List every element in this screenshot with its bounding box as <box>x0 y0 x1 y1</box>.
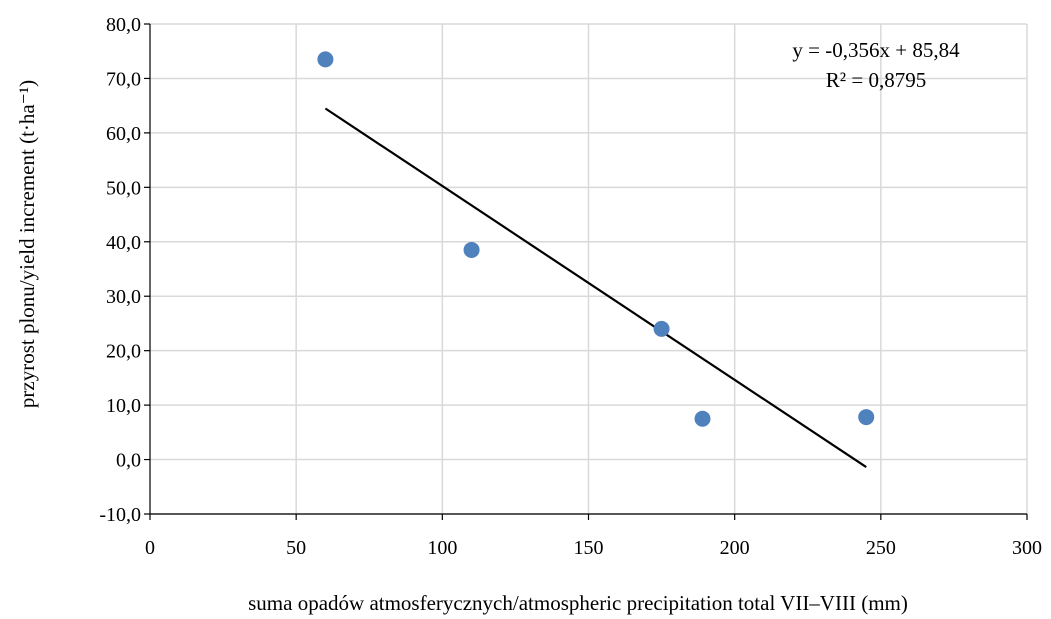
y-tick-label: 0,0 <box>116 450 141 472</box>
trendline-group <box>324 107 867 468</box>
y-tick-label: -10,0 <box>99 504 141 526</box>
data-point <box>694 410 711 427</box>
y-tick-label: 30,0 <box>106 286 141 308</box>
x-tick-label: 150 <box>574 537 604 559</box>
y-tick-label: 70,0 <box>106 68 141 90</box>
trendline-equation: y = -0,356x + 85,84 <box>792 38 960 62</box>
data-point <box>858 409 875 426</box>
y-axis-title: przyrost plonu/yield increment (t·ha⁻¹) <box>15 80 39 408</box>
y-tick-labels: -10,0 0,0 10,0 20,0 30,0 40,0 50,0 60,0 70,0 80,0 <box>99 14 141 526</box>
data-point <box>463 241 480 258</box>
data-point <box>317 51 334 68</box>
x-tick-labels: 0 50 100 150 200 250 300 <box>145 537 1042 559</box>
axes <box>144 23 1028 520</box>
y-tick-label: 60,0 <box>106 123 141 145</box>
data-point <box>653 320 670 337</box>
y-tick-label: 10,0 <box>106 395 141 417</box>
r-squared-label: R² = 0,8795 <box>826 68 926 92</box>
x-tick-label: 250 <box>866 537 896 559</box>
y-tick-label: 20,0 <box>106 341 141 363</box>
y-tick-label: 50,0 <box>106 177 141 199</box>
grid-lines <box>150 23 1028 515</box>
x-tick-label: 50 <box>286 537 306 559</box>
x-tick-label: 100 <box>427 537 457 559</box>
x-axis-title: suma opadów atmosferycznych/atmospheric … <box>248 591 908 615</box>
x-tick-label: 0 <box>145 537 155 559</box>
x-tick-label: 300 <box>1012 537 1042 559</box>
y-tick-label: 80,0 <box>106 14 141 36</box>
x-tick-label: 200 <box>720 537 750 559</box>
trendline <box>324 107 867 468</box>
y-tick-label: 40,0 <box>106 232 141 254</box>
data-points <box>317 51 875 427</box>
